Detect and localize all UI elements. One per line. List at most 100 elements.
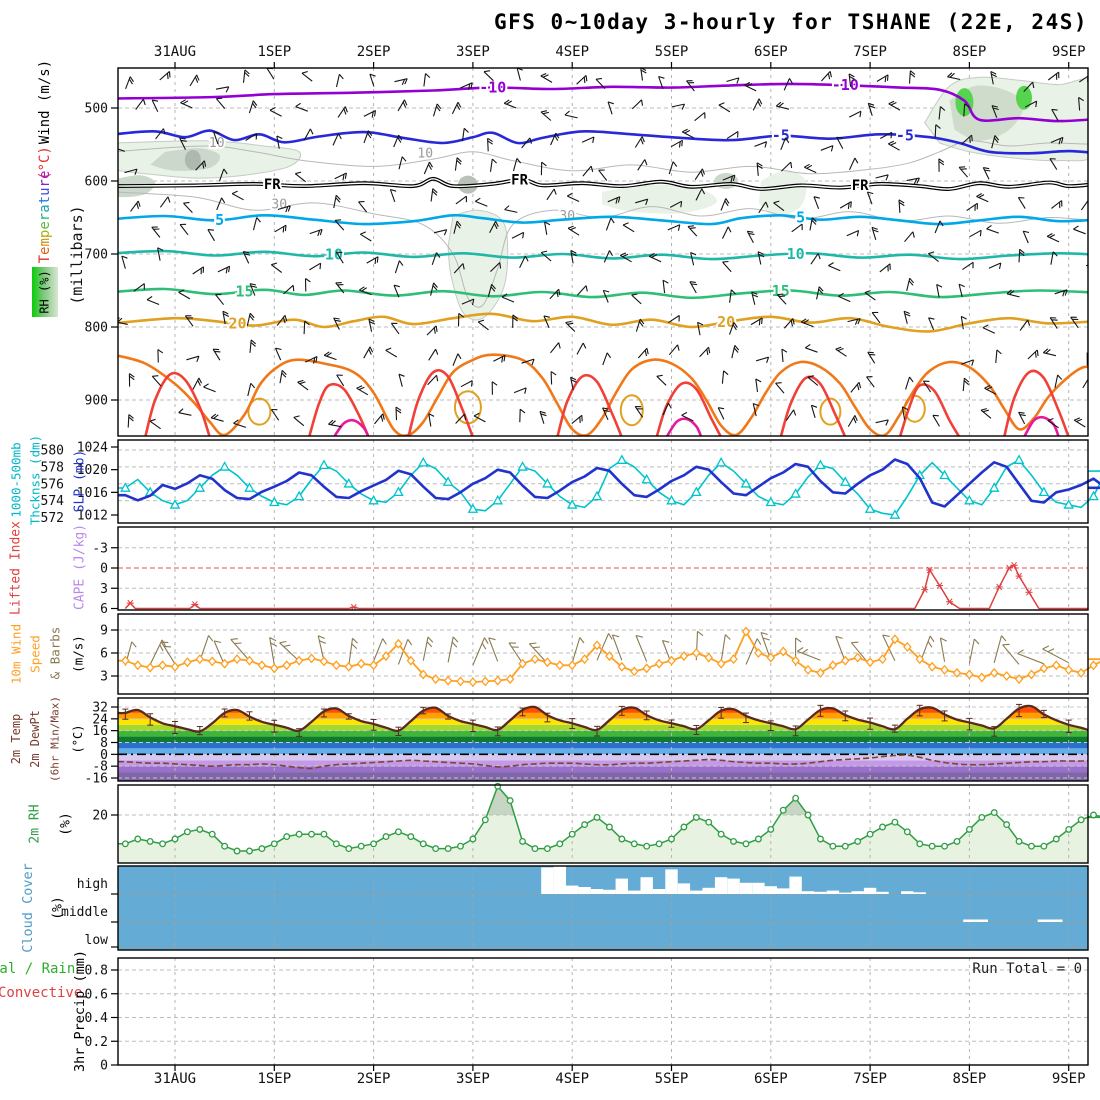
svg-text:FR: FR <box>511 172 528 188</box>
svg-text:8: 8 <box>100 736 108 751</box>
svg-text:900: 900 <box>85 394 108 409</box>
svg-text:572: 572 <box>41 511 64 526</box>
temperature-label: Temperature <box>37 170 53 264</box>
svg-text:8SEP: 8SEP <box>953 1071 987 1087</box>
panel-2m-temp <box>118 698 1088 781</box>
svg-text:3: 3 <box>100 582 108 597</box>
svg-text:8SEP: 8SEP <box>953 44 987 60</box>
axis-label-slp: SLP (mb) <box>72 449 88 513</box>
svg-text:0: 0 <box>100 562 108 577</box>
axis-label-lifted-index: Lifted Index <box>8 521 24 615</box>
axis-label-cloud-pct: (%) <box>50 896 66 920</box>
svg-text:6SEP: 6SEP <box>754 44 788 60</box>
svg-text:2SEP: 2SEP <box>357 1071 391 1087</box>
svg-text:20: 20 <box>717 313 735 331</box>
legend-total-rain: tal / Rain <box>0 961 76 977</box>
svg-text:31AUG: 31AUG <box>154 1071 196 1087</box>
svg-text:0: 0 <box>100 748 108 763</box>
svg-text:16: 16 <box>92 724 108 739</box>
svg-text:580: 580 <box>41 444 64 459</box>
svg-text:32: 32 <box>92 701 108 716</box>
svg-text:10: 10 <box>209 136 225 151</box>
rh-legend-box: RH (%) <box>32 267 58 317</box>
svg-text:10: 10 <box>325 246 343 264</box>
svg-text:10: 10 <box>417 146 433 161</box>
svg-text:7SEP: 7SEP <box>853 1071 887 1087</box>
legend-convective: Convective <box>0 985 83 1001</box>
axis-label-thickness-2: Thcknss (dm) <box>27 434 43 526</box>
svg-text:3SEP: 3SEP <box>456 44 490 60</box>
axis-label-thickness-1: 1000-500mb <box>8 442 24 518</box>
svg-text:-5: -5 <box>896 127 914 145</box>
svg-text:4SEP: 4SEP <box>555 44 589 60</box>
svg-text:24: 24 <box>92 712 108 727</box>
svg-text:9: 9 <box>100 624 108 639</box>
svg-text:0.6: 0.6 <box>85 987 108 1002</box>
rh-legend-label: RH (%) <box>38 270 53 314</box>
axis-label-6hr-minmax: (6hr Min/Max) <box>48 695 62 783</box>
svg-text:10: 10 <box>787 245 805 263</box>
svg-text:9SEP: 9SEP <box>1052 44 1086 60</box>
svg-text:-5: -5 <box>772 127 790 145</box>
axis-label-wind-ms: Wind (m/s) <box>37 59 53 145</box>
svg-text:20: 20 <box>92 809 108 824</box>
axis-label-ms: (m/s) <box>70 635 86 673</box>
svg-text:20: 20 <box>229 315 247 333</box>
svg-text:6: 6 <box>100 602 108 617</box>
svg-text:0.2: 0.2 <box>85 1035 108 1050</box>
axis-label-10m-wind: 10m Wind <box>8 623 24 685</box>
svg-text:-8: -8 <box>92 760 108 775</box>
svg-text:middle: middle <box>61 905 108 920</box>
svg-text:-10: -10 <box>832 76 859 94</box>
svg-text:5: 5 <box>796 209 805 227</box>
svg-text:15: 15 <box>235 283 253 301</box>
svg-text:5SEP: 5SEP <box>655 1071 689 1087</box>
axis-label-speed: Speed <box>27 635 43 673</box>
svg-text:5SEP: 5SEP <box>655 44 689 60</box>
svg-text:0.8: 0.8 <box>85 964 108 979</box>
svg-text:6: 6 <box>100 647 108 662</box>
svg-text:-10: -10 <box>479 79 506 97</box>
svg-text:600: 600 <box>85 175 108 190</box>
svg-text:FR: FR <box>852 178 869 194</box>
svg-text:2SEP: 2SEP <box>357 44 391 60</box>
svg-text:578: 578 <box>41 460 64 475</box>
svg-text:1SEP: 1SEP <box>257 1071 291 1087</box>
svg-text:1024: 1024 <box>77 441 108 456</box>
run-total-text: Run Total = 0 <box>972 961 1082 977</box>
chart-title: GFS 0~10day 3-hourly for TSHANE (22E, 24… <box>493 10 1088 34</box>
panel-cloud-cover: high middle low <box>61 865 1089 951</box>
svg-text:576: 576 <box>41 477 64 492</box>
date-axes: 31AUG 31AUG 1SEP 1SEP 2SEP 2SEP 3SEP 3SEP 4SEP 4S… <box>154 44 1086 1087</box>
axis-label-rh-pct: (%) <box>58 812 74 836</box>
panel-10m-wind: 9 6 3 <box>100 613 1100 695</box>
svg-text:800: 800 <box>85 321 108 336</box>
svg-text:5: 5 <box>215 211 224 229</box>
svg-text:6SEP: 6SEP <box>754 1071 788 1087</box>
axis-label-2m-dewpt: 2m DewPt <box>28 710 42 768</box>
axis-label-millibars: (millibars) <box>68 205 86 305</box>
panel-precip: 0.8 0.6 0.4 0.2 0 Run Total = 0 <box>85 957 1089 1074</box>
svg-text:-16: -16 <box>85 772 108 787</box>
svg-text:30: 30 <box>559 209 575 224</box>
svg-text:500: 500 <box>85 102 108 117</box>
svg-text:31AUG: 31AUG <box>154 44 196 60</box>
svg-text:FR: FR <box>264 177 281 193</box>
svg-text:3: 3 <box>100 670 108 685</box>
svg-text:15: 15 <box>772 282 790 300</box>
svg-text:0.4: 0.4 <box>85 1011 109 1026</box>
axis-label-degc-2m: (°C) <box>71 724 85 754</box>
axis-label-2m-temp: 2m Temp <box>9 713 23 765</box>
panel-2m-rh: 20 <box>92 782 1100 864</box>
svg-text:574: 574 <box>41 494 65 509</box>
svg-text:4SEP: 4SEP <box>555 1071 589 1087</box>
svg-text:high: high <box>77 877 108 892</box>
svg-text:1012: 1012 <box>77 509 108 524</box>
svg-text:3SEP: 3SEP <box>456 1071 490 1087</box>
svg-text:30: 30 <box>271 197 287 212</box>
svg-text:1016: 1016 <box>77 486 108 501</box>
svg-text:low: low <box>85 933 109 948</box>
